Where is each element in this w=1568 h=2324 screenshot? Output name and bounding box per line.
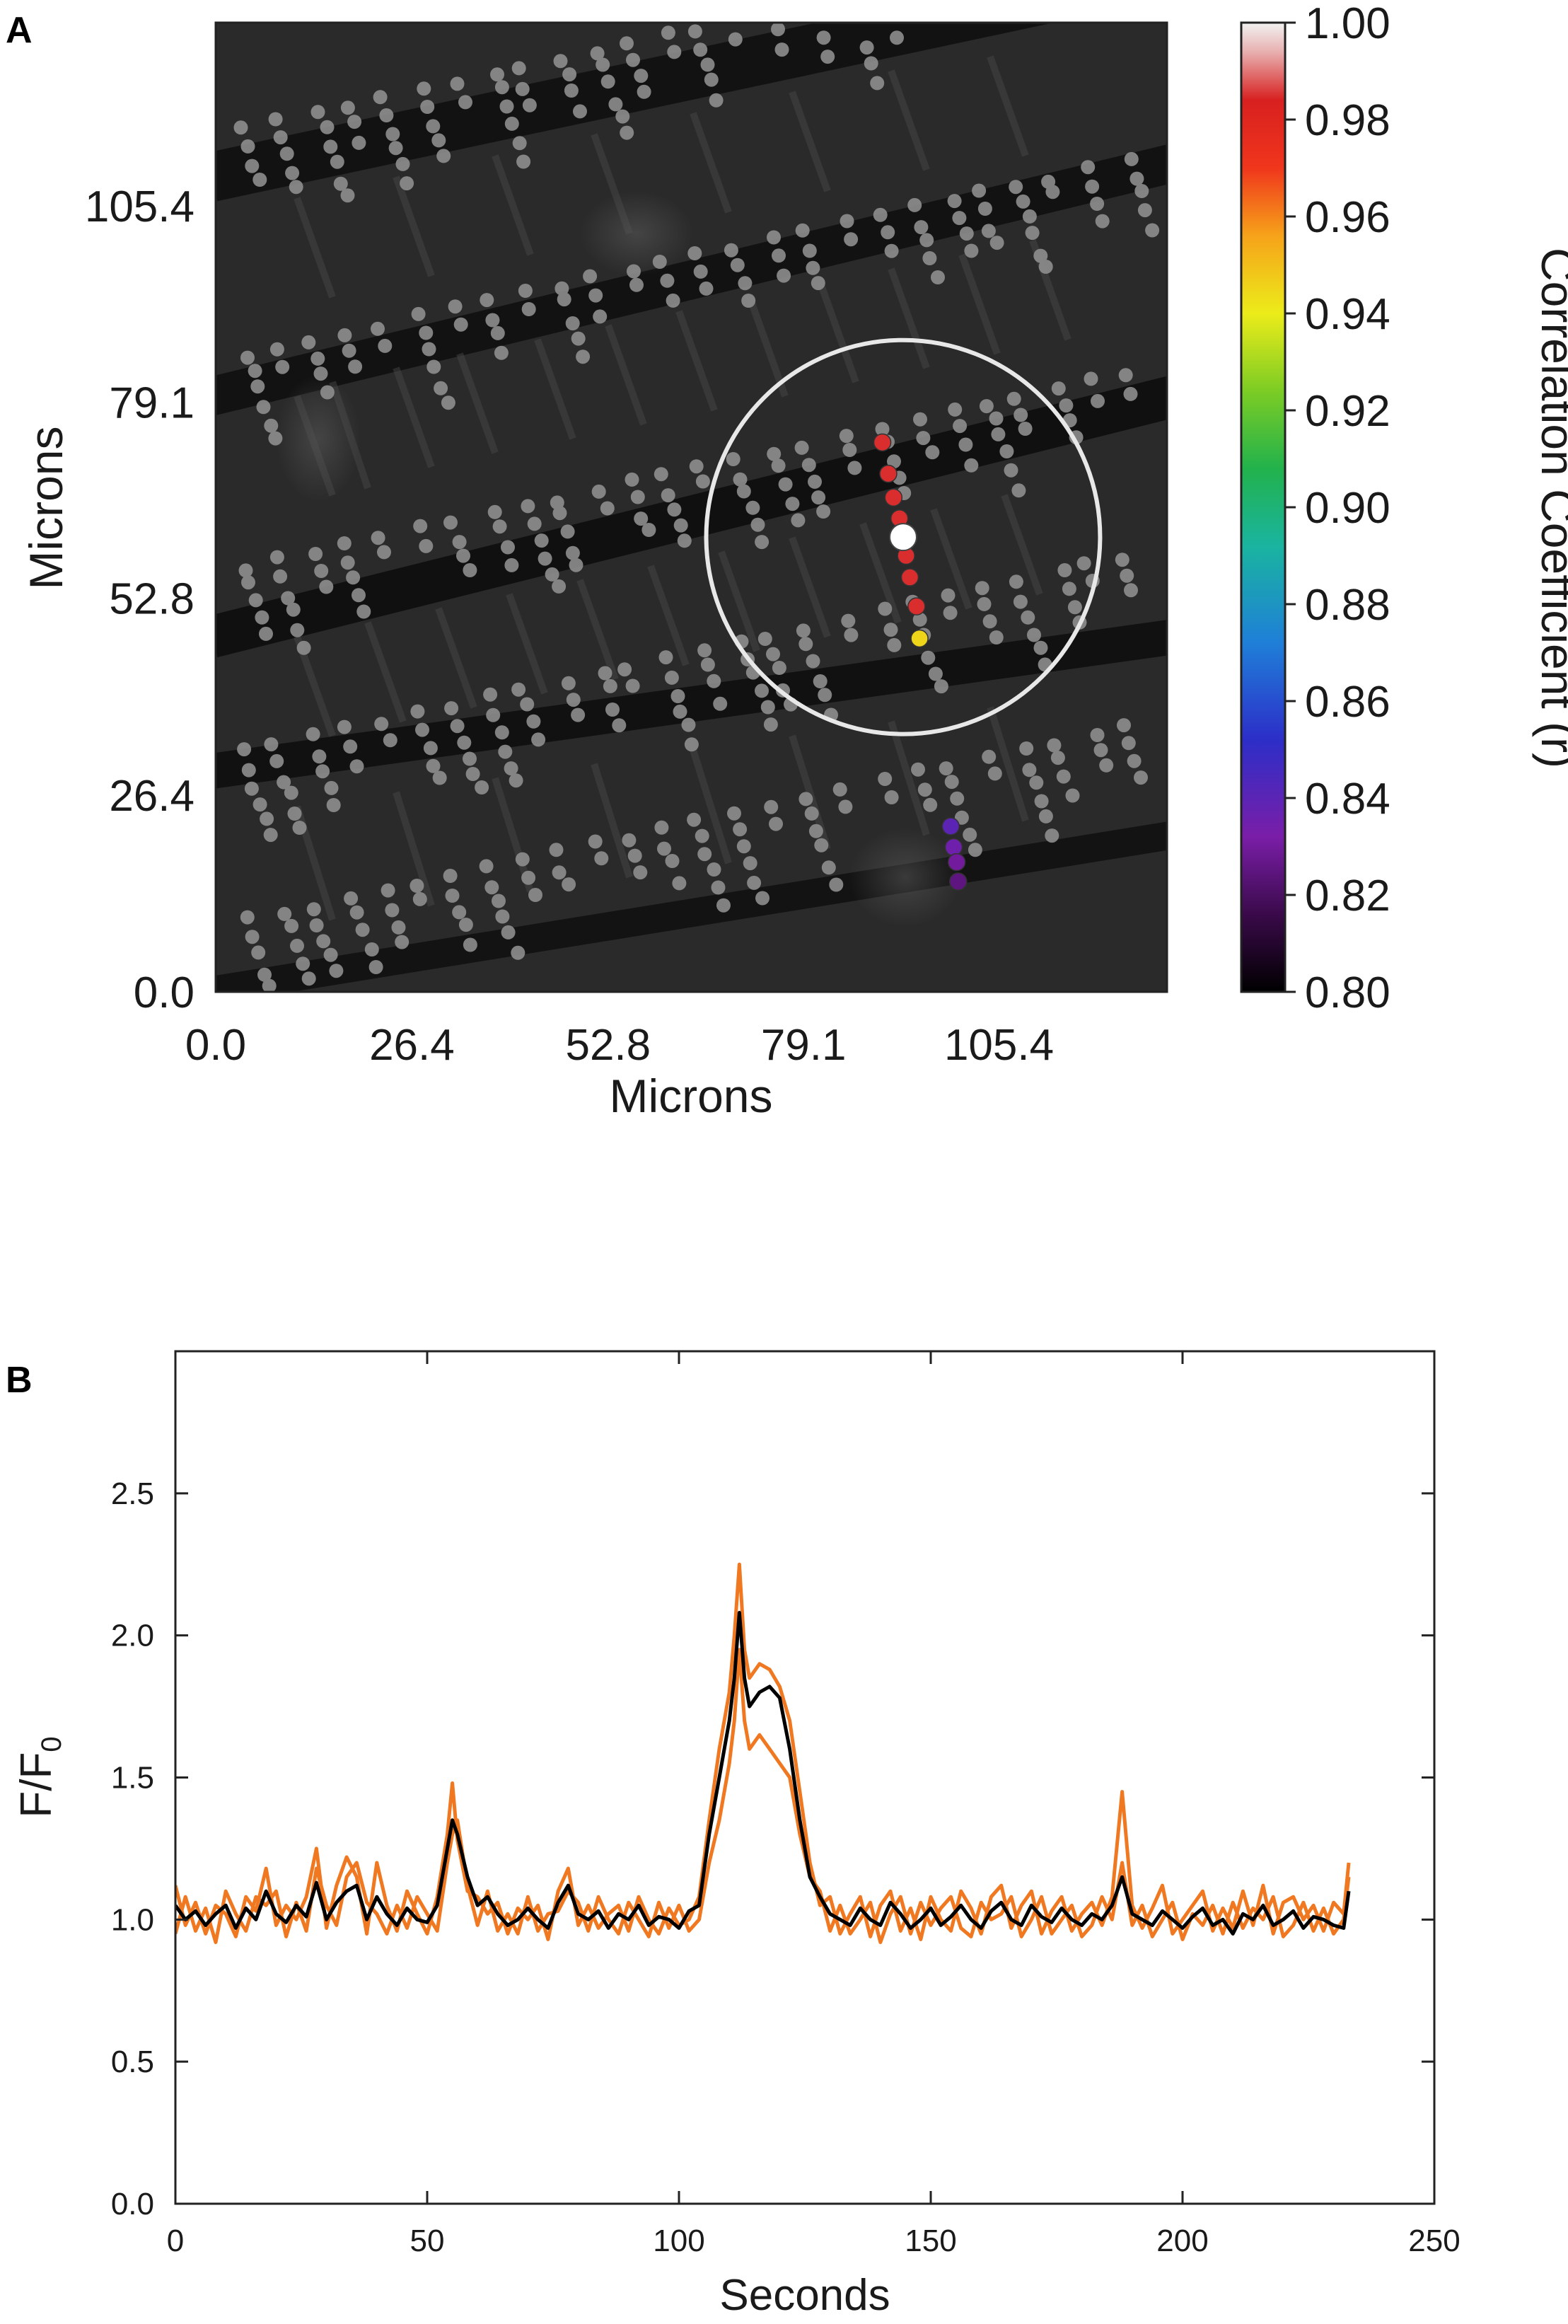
correlated-roi-point (941, 817, 960, 836)
panel-b-y-tick-label: 1.0 (111, 1902, 154, 1937)
panel-b-x-tick-label: 50 (410, 2224, 445, 2258)
panel-a-y-ticks: 0.0 26.4 52.8 79.1 105.4 (85, 183, 194, 1017)
panel-a-frame (214, 21, 1168, 993)
panel-letter-b: B (6, 1360, 33, 1401)
panel-b-x-axis-title: Seconds (719, 2271, 890, 2320)
panel-a-x-tick-label: 26.4 (369, 1021, 455, 1070)
correlated-roi-point (879, 464, 898, 483)
panel-b-y-tick-label: 0.0 (111, 2187, 154, 2221)
panel-b-x-ticks: 0 50 100 150 200 250 (167, 1351, 1460, 2258)
correlated-roi-point (873, 433, 892, 452)
colorbar-tick-label: 0.96 (1305, 193, 1390, 242)
panel-b-y-ticks: 0.0 0.5 1.0 1.5 2.0 2.5 (111, 1476, 1434, 2221)
search-radius-circle (704, 337, 1103, 736)
colorbar-label: Correlation Coefficient (r) (1532, 248, 1568, 768)
panel-a-y-axis-title: Microns (20, 426, 72, 589)
correlated-roi-point (948, 872, 968, 891)
colorbar-tick-label: 0.92 (1305, 387, 1390, 436)
panel-letter-a: A (6, 10, 33, 51)
panel-a-x-tick-label: 79.1 (761, 1021, 847, 1070)
correlated-roi-point (910, 629, 929, 648)
roi-trace-line (175, 1648, 1351, 1944)
colorbar-tick-label: 0.82 (1305, 872, 1390, 920)
correlated-roi-point (900, 568, 919, 586)
correlated-roi-point (944, 838, 963, 857)
correlated-roi-point (947, 852, 966, 872)
panel-b-x-tick-label: 0 (167, 2224, 184, 2258)
panel-b-plot-area (175, 1351, 1434, 2204)
panel-a-y-tick-label: 105.4 (85, 183, 194, 231)
panel-a-x-ticks: 0.0 26.4 52.8 79.1 105.4 (185, 1021, 1054, 1070)
colorbar-tick-label: 0.94 (1305, 290, 1390, 339)
panel-b-y-axis-title: F/F0 (12, 1736, 67, 1817)
panel-b-y-tick-label: 1.5 (111, 1761, 154, 1796)
panel-b-x-tick-label: 200 (1156, 2224, 1208, 2258)
panel-b-x-tick-label: 150 (905, 2224, 956, 2258)
colorbar-tick-label: 0.84 (1305, 775, 1390, 823)
panel-b-traces (175, 1562, 1351, 1944)
panel-b-x-tick-label: 100 (653, 2224, 704, 2258)
correlated-roi-point (907, 597, 926, 615)
colorbar-tick-label: 0.88 (1305, 581, 1390, 630)
colorbar-tick-label: 0.86 (1305, 678, 1390, 727)
colorbar-tick-label: 0.80 (1305, 969, 1390, 1017)
micrograph-texture (216, 23, 1167, 992)
panel-b-y-tick-label: 0.5 (111, 2045, 154, 2079)
panel-a-image (214, 21, 1168, 993)
panel-a-x-tick-label: 0.0 (185, 1021, 246, 1070)
panel-a-x-tick-label: 105.4 (944, 1021, 1054, 1070)
colorbar (1240, 21, 1287, 993)
colorbar-tick-label: 0.98 (1305, 96, 1390, 145)
colorbar-ticks: 1.00 0.98 0.96 0.94 0.92 0.90 0.88 0.86 0.84 0.82… (1285, 0, 1390, 1017)
mean-trace-line (175, 1611, 1351, 1936)
panel-a-y-tick-label: 52.8 (109, 575, 194, 624)
correlated-roi-point (884, 488, 903, 507)
panel-b-y-tick-label: 2.0 (111, 1619, 154, 1653)
colorbar-tick-label: 1.00 (1305, 0, 1390, 48)
correlated-roi-points (873, 433, 968, 891)
panel-b-x-tick-label: 250 (1408, 2224, 1460, 2258)
panel-a-x-axis-title: Microns (609, 1070, 772, 1122)
colorbar-tick-label: 0.90 (1305, 484, 1390, 533)
panel-a-x-tick-label: 52.8 (565, 1021, 651, 1070)
roi-trace-line (175, 1562, 1351, 1941)
panel-a-y-tick-label: 0.0 (134, 969, 194, 1017)
panel-a-y-tick-label: 79.1 (109, 378, 194, 427)
panel-b-y-tick-label: 2.5 (111, 1476, 154, 1511)
reference-roi-point (888, 523, 917, 552)
panel-a-y-tick-label: 26.4 (109, 772, 194, 821)
